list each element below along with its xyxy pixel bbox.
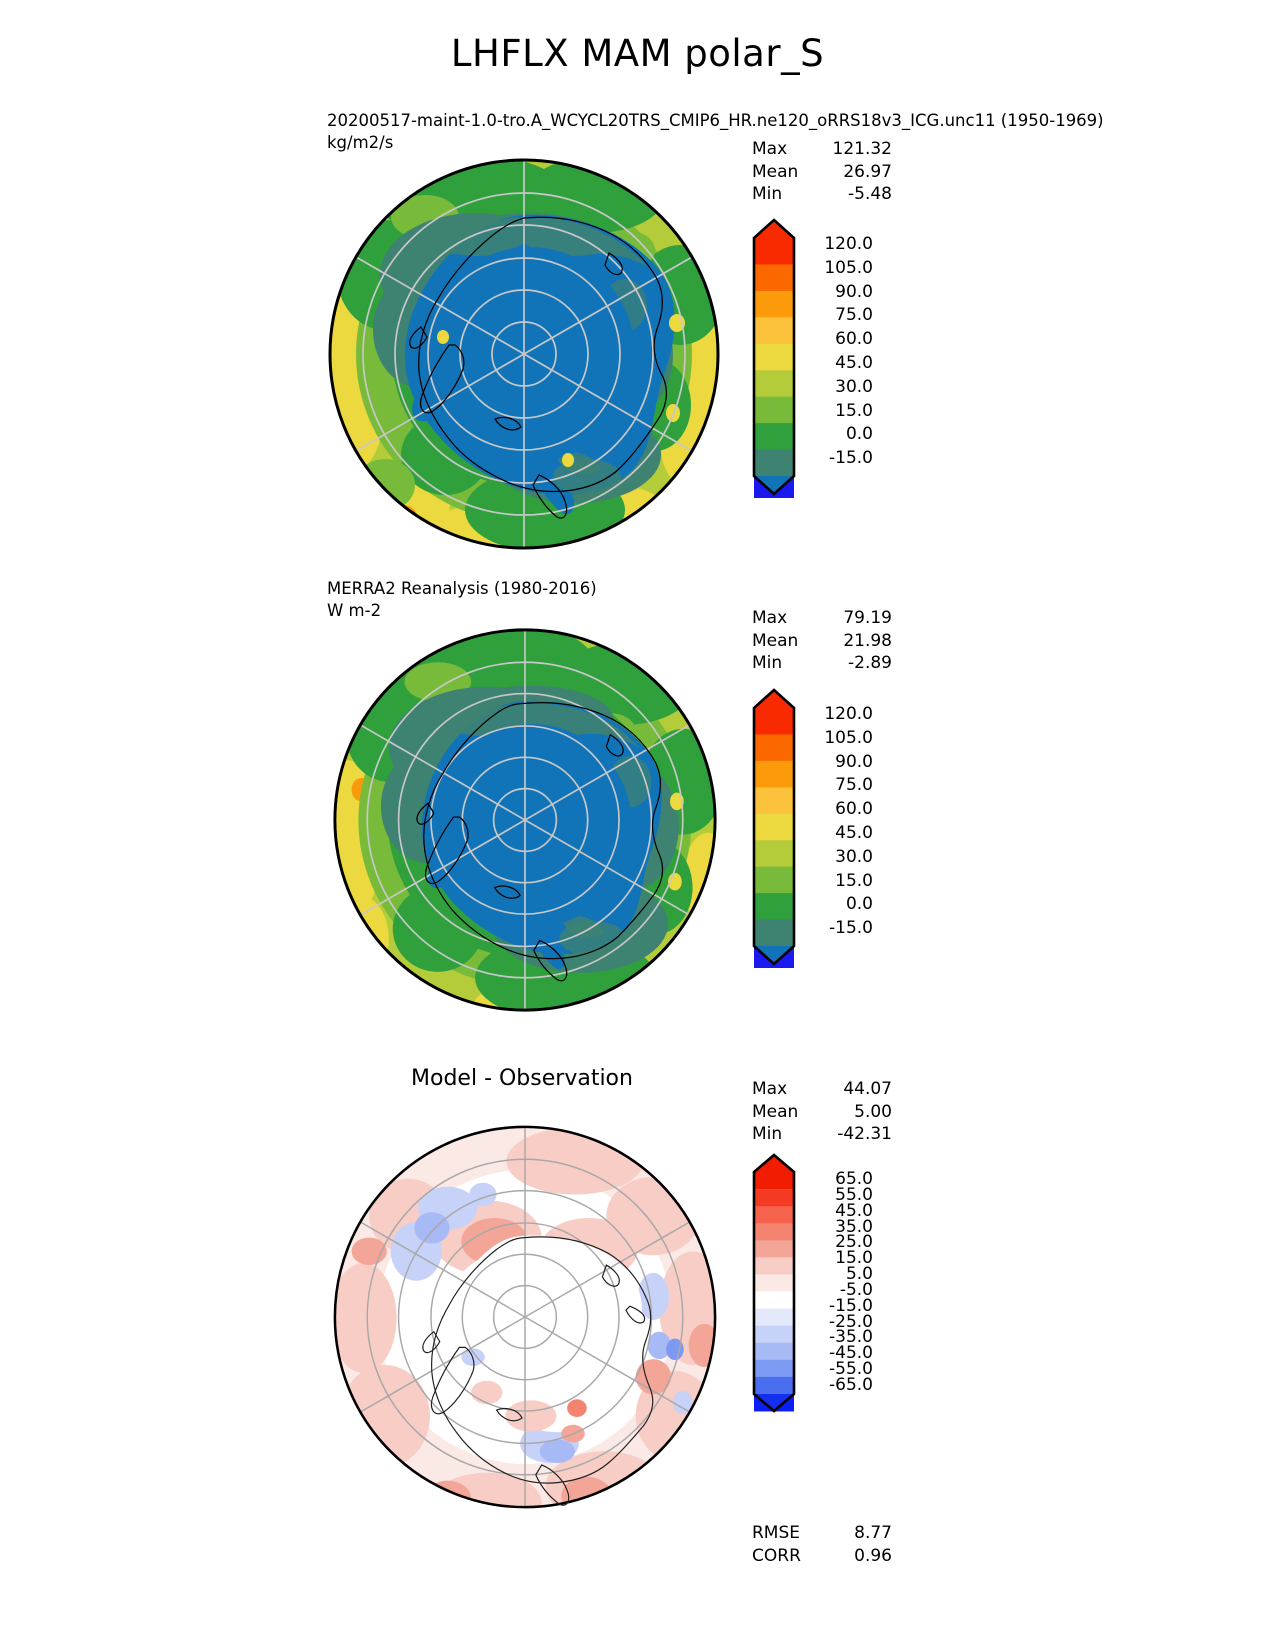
polar-map-observation-svg: [333, 628, 717, 1012]
polar-map-observation: [330, 625, 720, 1015]
panel-difference-stats: Max 44.07 Mean 5.00 Min -42.31: [752, 1078, 892, 1146]
colorbar-swatch: [754, 919, 794, 947]
polar-map-model: [325, 155, 723, 553]
colorbar-swatch: [754, 1291, 794, 1310]
colorbar-swatch: [754, 290, 794, 318]
colorbar-swatch: [754, 317, 794, 345]
colorbar-difference: 65.0 55.0 45.0 35.0 25.0 15.0 5.0 -5.0 -…: [748, 1152, 873, 1414]
panel-difference-title: Model - Observation: [411, 1066, 633, 1091]
map-outline-difference: [333, 1125, 717, 1509]
stats-row: Max 121.32: [752, 139, 892, 159]
map-outline-model: [328, 158, 720, 550]
colorbar-swatch: [754, 1394, 794, 1412]
metric-row: RMSE 8.77: [752, 1523, 892, 1543]
colorbar-swatch: [754, 1240, 794, 1258]
panel-observation-source: MERRA2 Reanalysis (1980-2016): [327, 579, 597, 598]
colorbar-model-swatches: [752, 218, 796, 498]
map-outline-observation: [333, 628, 717, 1012]
colorbar-swatch: [754, 1189, 794, 1207]
colorbar-swatch: [754, 343, 794, 371]
colorbar-swatch: [754, 370, 794, 398]
panel-model-source: 20200517-maint-1.0-tro.A_WCYCL20TRS_CMIP…: [327, 111, 1104, 130]
graticule-difference: [360, 1126, 690, 1508]
colorbar-swatch: [754, 893, 794, 920]
colorbar-swatch: [754, 734, 794, 762]
stats-row: Mean 26.97: [752, 161, 892, 182]
colorbar-swatch: [754, 946, 794, 968]
stats-row: Mean 21.98: [752, 630, 892, 651]
stats-row: Mean 5.00: [752, 1101, 892, 1122]
figure-title: LHFLX MAM polar_S: [450, 32, 825, 75]
colorbar-observation: 120.0 105.0 90.0 75.0 60.0 45.0 30.0 15.…: [748, 686, 873, 968]
colorbar-difference-swatches: [752, 1153, 796, 1413]
colorbar-swatch: [754, 1342, 794, 1361]
stats-row: Max 44.07: [752, 1079, 892, 1099]
colorbar-swatch: [754, 1206, 794, 1224]
stats-row: Min -5.48: [752, 184, 892, 205]
colorbar-swatch: [754, 1155, 794, 1190]
colorbar-model: 120.0 105.0 90.0 75.0 60.0 45.0 30.0 15.…: [748, 216, 873, 498]
colorbar-swatch: [754, 1376, 794, 1395]
polar-map-difference-svg: [333, 1125, 717, 1509]
metric-row: CORR 0.96: [752, 1545, 892, 1566]
panel-difference-header: Model - Observation: [337, 1064, 707, 1093]
colorbar-swatch: [754, 1308, 794, 1327]
coastline-observation: [416, 702, 664, 982]
colorbar-swatch: [754, 264, 794, 292]
colorbar-swatch: [754, 1359, 794, 1378]
colorbar-swatch: [754, 396, 794, 424]
colorbar-swatch: [754, 1223, 794, 1241]
colorbar-swatch: [754, 760, 794, 788]
polar-map-difference: [330, 1122, 720, 1512]
coastline-difference: [422, 1236, 654, 1506]
panel-model-stats: Max 121.32 Mean 26.97 Min -5.48: [752, 138, 892, 206]
colorbar-swatch: [754, 220, 794, 265]
colorbar-swatch: [754, 449, 794, 477]
colorbar-swatch: [754, 1274, 794, 1292]
colorbar-model-labels: 120.0 105.0 90.0 75.0 60.0 45.0 30.0 15.…: [824, 234, 873, 469]
colorbar-swatch: [754, 690, 794, 735]
colorbar-swatch: [754, 476, 794, 498]
stats-row: Min -42.31: [752, 1124, 892, 1145]
panel-model-units: kg/m2/s: [327, 132, 394, 152]
stats-row: Max 79.19: [752, 608, 892, 628]
panel-observation-stats: Max 79.19 Mean 21.98 Min -2.89: [752, 607, 892, 675]
panel-observation-units: W m-2: [327, 600, 382, 620]
colorbar-swatch: [754, 840, 794, 868]
colorbar-swatch: [754, 423, 794, 450]
colorbar-swatch: [754, 1257, 794, 1275]
coastline-model: [409, 216, 667, 519]
colorbar-observation-labels: 120.0 105.0 90.0 75.0 60.0 45.0 30.0 15.…: [824, 704, 873, 939]
colorbar-swatch: [754, 1325, 794, 1344]
colorbar-swatch: [754, 787, 794, 815]
panel-model-header: 20200517-maint-1.0-tro.A_WCYCL20TRS_CMIP…: [327, 110, 1104, 154]
panel-difference-metrics: RMSE 8.77 CORR 0.96: [752, 1522, 892, 1567]
colorbar-difference-labels: 65.0 55.0 45.0 35.0 25.0 15.0 5.0 -5.0 -…: [829, 1169, 873, 1395]
colorbar-swatch: [754, 813, 794, 841]
panel-observation-header: MERRA2 Reanalysis (1980-2016) W m-2: [327, 578, 597, 622]
colorbar-swatch: [754, 866, 794, 894]
polar-map-model-svg: [328, 158, 720, 550]
observation-field: [334, 629, 716, 1011]
colorbar-observation-swatches: [752, 688, 796, 968]
graticule-model: [355, 160, 693, 548]
graticule-observation: [359, 629, 691, 1011]
stats-row: Min -2.89: [752, 653, 892, 674]
